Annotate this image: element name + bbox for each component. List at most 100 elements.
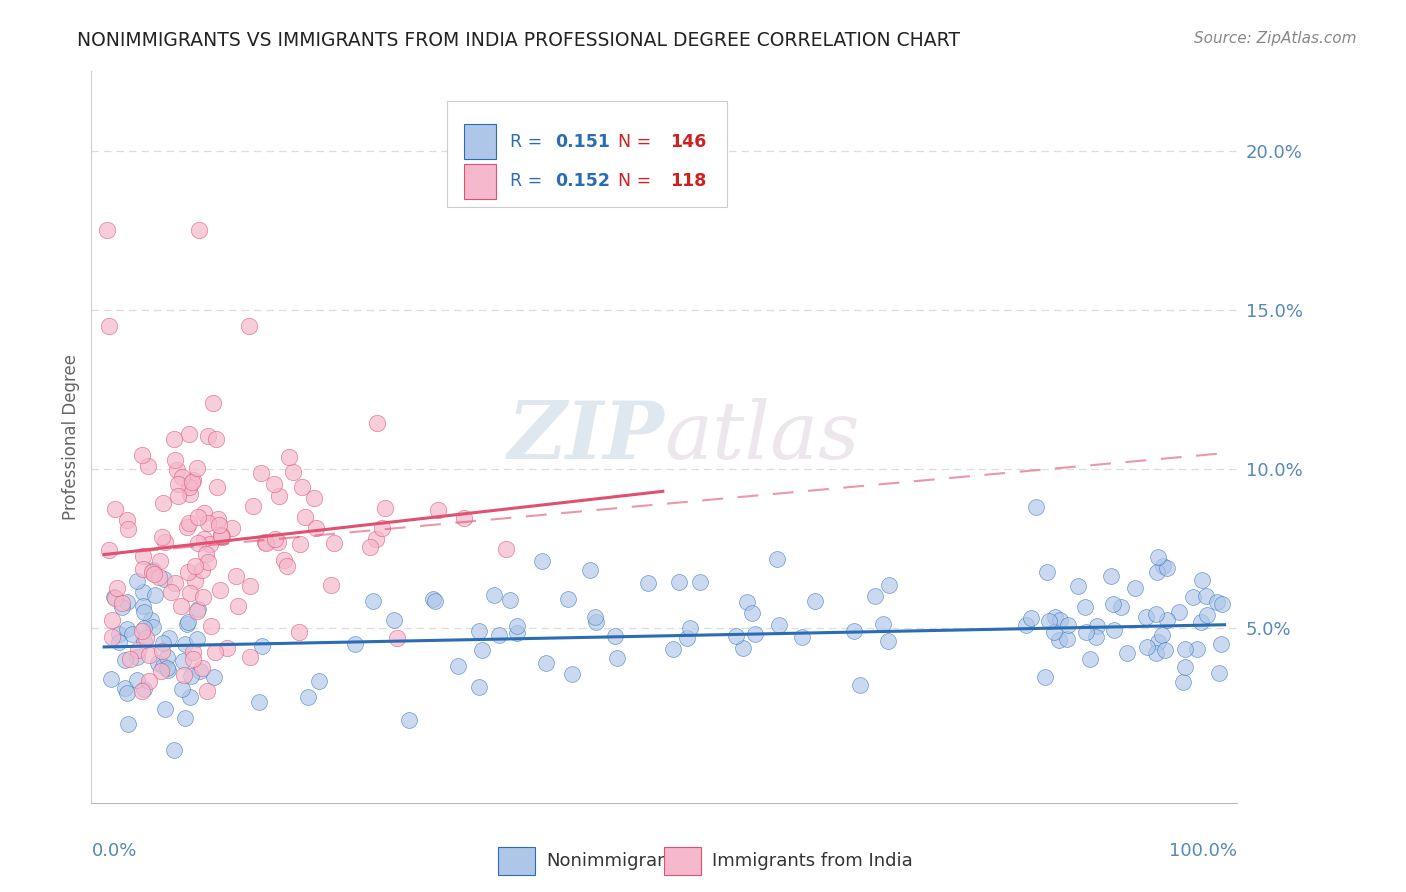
Point <box>166 463 188 477</box>
Point <box>637 575 659 590</box>
Point <box>179 586 201 600</box>
Point <box>1211 637 1233 651</box>
Point <box>1056 618 1078 632</box>
Point <box>1191 573 1213 587</box>
Point <box>1195 607 1218 622</box>
FancyBboxPatch shape <box>447 101 727 207</box>
Point <box>1195 589 1218 603</box>
Point <box>679 621 702 635</box>
Point <box>247 695 270 709</box>
Point <box>152 636 174 650</box>
Point <box>152 496 174 510</box>
Point <box>179 690 201 704</box>
Point <box>207 480 229 494</box>
Point <box>141 614 163 628</box>
Point <box>733 640 755 655</box>
Point <box>188 664 211 678</box>
Point <box>132 562 155 576</box>
Point <box>1047 633 1070 648</box>
Point <box>250 466 273 480</box>
Point <box>1101 598 1123 612</box>
Point <box>100 672 122 686</box>
Point <box>181 652 204 666</box>
Point <box>184 558 207 573</box>
Point <box>668 575 690 590</box>
Point <box>288 624 311 639</box>
Point <box>1067 579 1090 593</box>
Point <box>689 574 711 589</box>
Text: 118: 118 <box>671 172 706 190</box>
Point <box>103 590 125 604</box>
Text: R =: R = <box>509 172 547 190</box>
Point <box>877 633 900 648</box>
Point <box>1015 618 1038 632</box>
Point <box>132 682 155 697</box>
Point <box>1208 666 1230 681</box>
Point <box>125 574 148 588</box>
Point <box>204 645 226 659</box>
Point <box>187 510 209 524</box>
Point <box>209 528 232 542</box>
Text: 146: 146 <box>671 133 706 151</box>
Point <box>308 673 330 688</box>
Point <box>132 606 155 620</box>
Point <box>197 555 219 569</box>
Point <box>1116 646 1139 660</box>
Point <box>359 540 381 554</box>
Point <box>191 563 214 577</box>
Point <box>863 589 886 603</box>
Point <box>1156 613 1178 627</box>
Point <box>155 650 177 665</box>
Point <box>1074 624 1097 639</box>
Point <box>107 635 129 649</box>
Point <box>148 569 170 583</box>
Point <box>160 585 183 599</box>
Point <box>142 620 165 634</box>
Point <box>267 489 290 503</box>
Point <box>202 670 225 684</box>
Point <box>125 649 148 664</box>
Point <box>606 651 628 665</box>
Point <box>150 664 173 678</box>
Point <box>1056 632 1078 646</box>
Point <box>142 567 165 582</box>
Point <box>150 644 173 658</box>
Point <box>177 565 200 579</box>
Point <box>132 599 155 613</box>
Text: Source: ZipAtlas.com: Source: ZipAtlas.com <box>1194 31 1357 46</box>
Point <box>468 624 491 638</box>
Point <box>499 593 522 607</box>
Y-axis label: Professional Degree: Professional Degree <box>62 354 80 520</box>
Text: N =: N = <box>607 172 657 190</box>
Point <box>1085 619 1108 633</box>
Point <box>187 602 209 616</box>
Point <box>735 595 758 609</box>
Point <box>1045 610 1067 624</box>
Point <box>765 552 787 566</box>
Point <box>1080 652 1102 666</box>
Point <box>361 594 384 608</box>
Point <box>181 645 204 659</box>
Point <box>98 318 121 333</box>
Point <box>197 428 219 442</box>
Point <box>276 559 298 574</box>
Point <box>1102 624 1125 638</box>
Point <box>741 606 763 620</box>
Point <box>146 656 169 670</box>
Point <box>149 554 172 568</box>
Point <box>724 629 747 643</box>
Point <box>191 661 214 675</box>
Point <box>215 640 238 655</box>
Point <box>176 617 198 632</box>
Point <box>488 628 510 642</box>
Point <box>849 678 872 692</box>
Point <box>152 659 174 673</box>
Point <box>155 535 177 549</box>
Point <box>142 563 165 577</box>
Point <box>1189 615 1212 629</box>
Point <box>1185 641 1208 656</box>
Text: N =: N = <box>607 133 657 151</box>
Point <box>1033 670 1056 684</box>
Point <box>803 594 825 608</box>
Point <box>319 577 342 591</box>
